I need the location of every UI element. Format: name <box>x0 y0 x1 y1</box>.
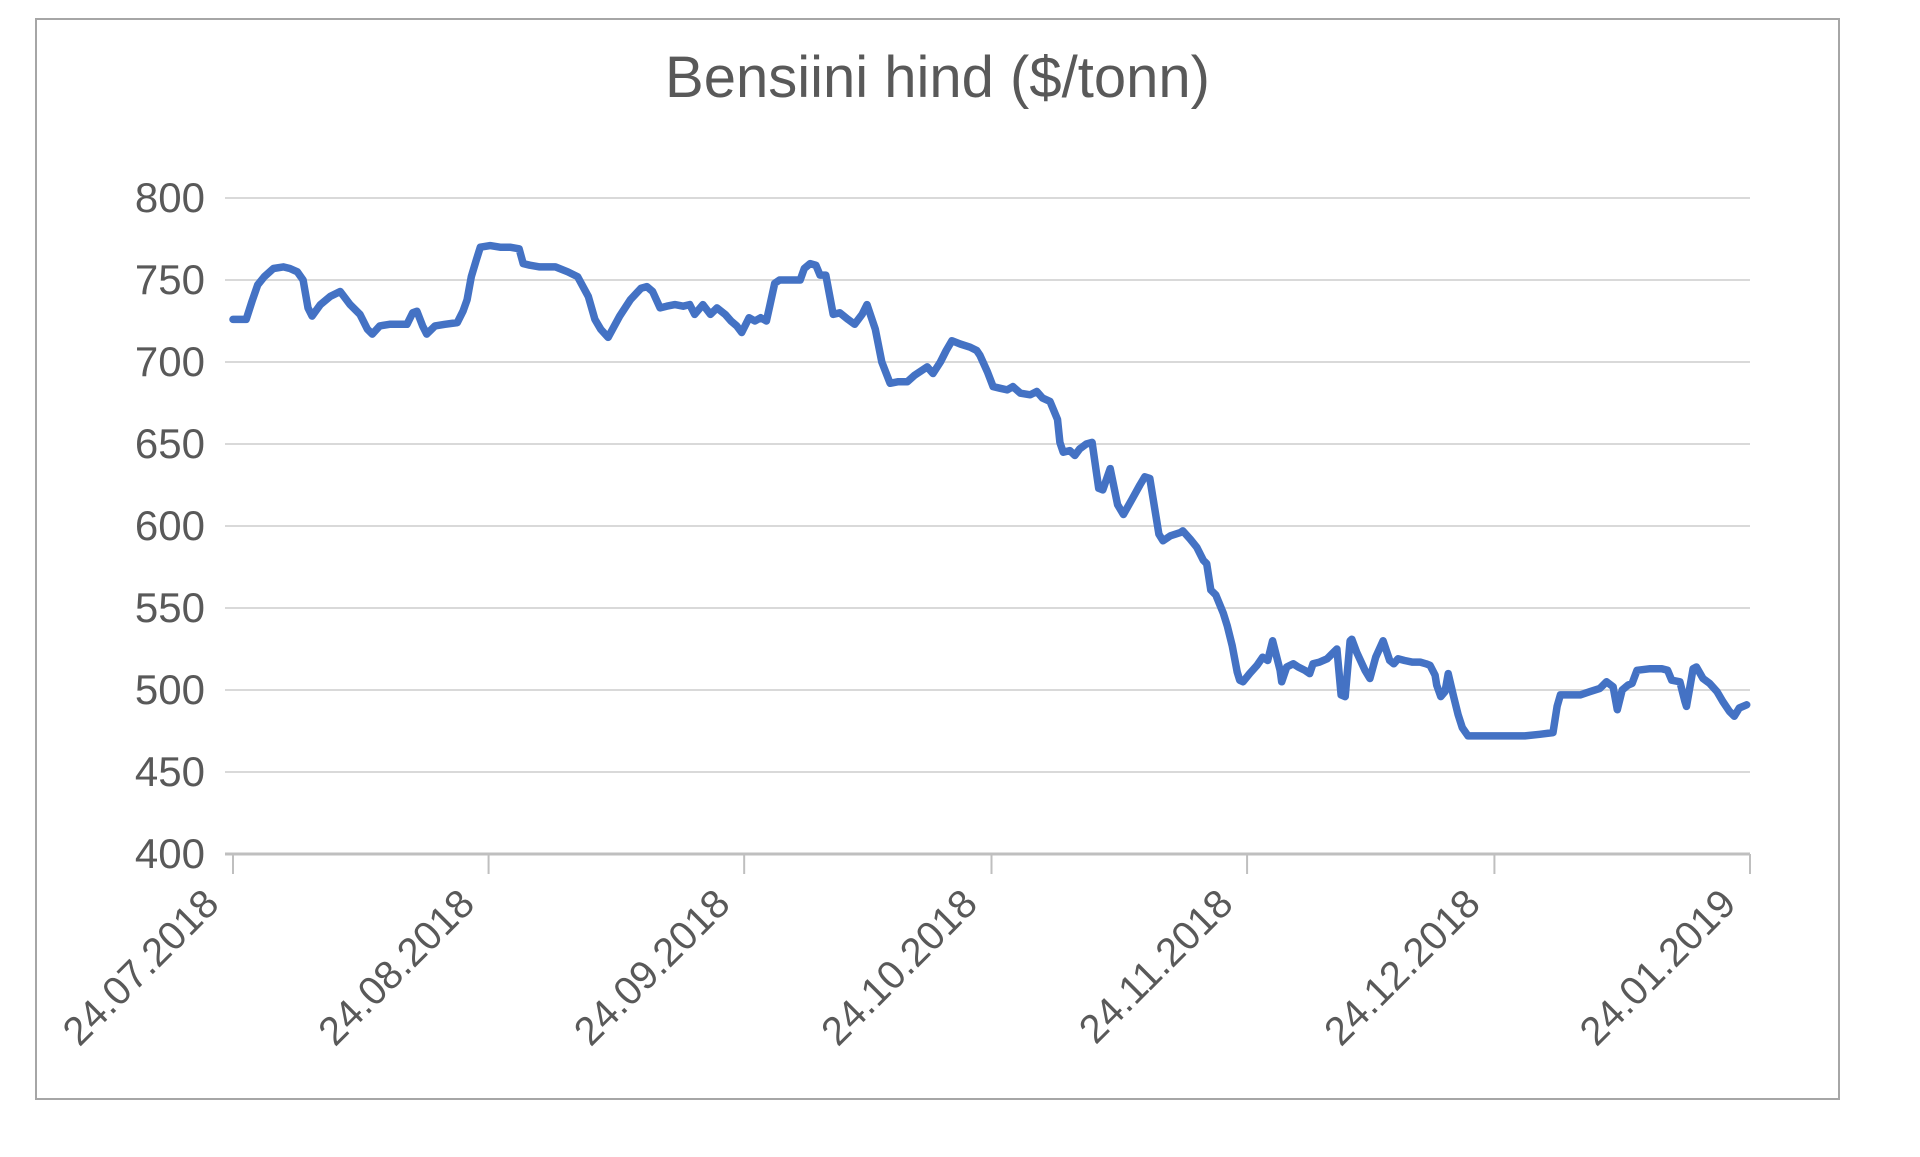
y-axis-tick-label: 700 <box>135 338 205 385</box>
y-axis-tick-label: 600 <box>135 502 205 549</box>
x-axis-tick-label: 24.11.2018 <box>1071 881 1242 1052</box>
x-axis-tick-label: 24.07.2018 <box>55 881 228 1054</box>
chart-title: Bensiini hind ($/tonn) <box>665 45 1210 110</box>
y-axis-tick-label: 550 <box>135 584 205 631</box>
y-axis-tick-label: 800 <box>135 174 205 221</box>
x-axis-tick-label: 24.12.2018 <box>1316 881 1489 1054</box>
x-axis-tick-label: 24.09.2018 <box>566 881 739 1054</box>
y-axis-tick-label: 500 <box>135 666 205 713</box>
x-axis-tick-label: 24.08.2018 <box>310 881 483 1054</box>
y-axis-tick-label: 750 <box>135 256 205 303</box>
x-axis-tick-label: 24.01.2019 <box>1572 881 1745 1054</box>
price-line-series <box>229 241 1751 740</box>
y-axis-tick-label: 450 <box>135 748 205 795</box>
x-axis-tick-label: 24.10.2018 <box>813 881 986 1054</box>
y-axis-tick-label: 650 <box>135 420 205 467</box>
y-axis-tick-label: 400 <box>135 830 205 877</box>
